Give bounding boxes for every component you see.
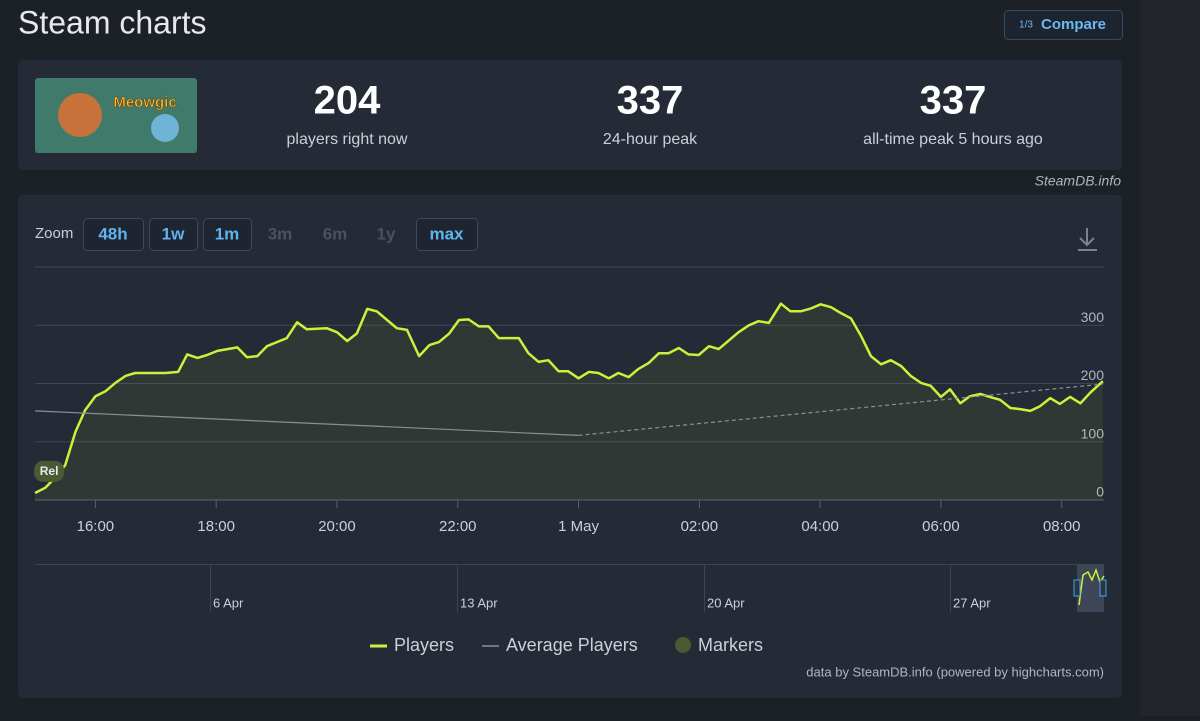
marker	[34, 460, 65, 482]
y-tick-label: 100	[1081, 425, 1105, 441]
marker-label: Rel	[40, 464, 59, 478]
y-tick-label: 200	[1081, 367, 1105, 383]
side-strip	[1140, 0, 1200, 716]
download-glyph[interactable]	[1078, 228, 1097, 251]
legend-label[interactable]: Markers	[698, 635, 763, 655]
x-tick-label: 18:00	[197, 518, 235, 535]
navigator-label: 13 Apr	[460, 595, 498, 610]
navigator-handle[interactable]	[1073, 579, 1081, 597]
zoom-buttons: 48h 1w 1m 3m 6m 1y max	[83, 218, 478, 251]
zoom-button-label[interactable]: 48h	[98, 224, 127, 243]
legend-label[interactable]: Average Players	[506, 635, 638, 655]
stat-value: 204	[314, 79, 381, 123]
compare-label[interactable]: Compare	[1041, 16, 1106, 33]
game-image-island	[151, 114, 179, 142]
x-tick-label: 20:00	[318, 518, 356, 535]
chart-panel	[18, 195, 1122, 698]
zoom-button-label: 6m	[323, 224, 348, 243]
navigator: 6 Apr 13 Apr 20 Apr 27 Apr	[35, 564, 1107, 612]
navigator-label: 6 Apr	[213, 595, 244, 610]
zoom-button-label: 1y	[377, 224, 396, 243]
stat-value: 337	[617, 79, 684, 123]
game-image: Meowgic	[35, 78, 197, 153]
game-image-text: Meowgic	[113, 94, 176, 111]
zoom-button[interactable]	[203, 218, 252, 251]
average-line	[34, 410, 579, 436]
zoom-button[interactable]	[83, 218, 144, 251]
stat-label: 24-hour peak	[603, 131, 698, 148]
x-tick-label: 22:00	[439, 518, 477, 535]
navigator-labels: 6 Apr 13 Apr 20 Apr 27 Apr	[210, 565, 991, 612]
stat-label: players right now	[287, 131, 408, 148]
zoom-button-label[interactable]: 1m	[215, 224, 240, 243]
x-tick-label: 08:00	[1043, 518, 1081, 535]
chart: 0 100 200 300 16:00 18:00 20:00 22:00 1 May 02:00…	[34, 266, 1105, 535]
zoom-button[interactable]	[416, 218, 478, 251]
x-tick-label: 1 May	[558, 518, 599, 535]
zoom-label: Zoom	[35, 225, 73, 242]
stat-label: all-time peak 5 hours ago	[863, 131, 1043, 148]
zoom-button-label: 3m	[268, 224, 293, 243]
download-icon[interactable]	[1078, 228, 1097, 251]
legend-symbol[interactable]	[675, 637, 691, 653]
legend-label[interactable]: Players	[394, 635, 454, 655]
players-line	[34, 302, 1104, 495]
footer: data by SteamDB.info (powered by highcha…	[806, 664, 1104, 679]
x-tick-label: 02:00	[681, 518, 719, 535]
stats-panel	[18, 60, 1122, 170]
zoom-button-label[interactable]: 1w	[162, 224, 185, 243]
compare-icon[interactable]: 1/3	[1019, 20, 1033, 31]
navigator-label: 27 Apr	[953, 595, 991, 610]
stat-value: 337	[920, 79, 987, 123]
credit: SteamDB.info	[1035, 173, 1122, 189]
game-image-cat	[58, 93, 102, 137]
compare-box[interactable]	[1004, 10, 1123, 40]
x-tick-label: 06:00	[922, 518, 960, 535]
zoom-button[interactable]	[149, 218, 198, 251]
legend: Players Average Players Markers	[370, 635, 763, 655]
page-title: Steam charts	[18, 4, 207, 40]
compare-button[interactable]: 1/3 Compare	[1004, 10, 1123, 40]
players-area	[35, 303, 1103, 500]
x-tick-label: 04:00	[801, 518, 839, 535]
average-line	[578, 383, 1103, 436]
x-tick-label: 16:00	[77, 518, 115, 535]
navigator-label: 20 Apr	[707, 595, 745, 610]
navigator-handle[interactable]	[1099, 579, 1107, 597]
y-tick-label: 0	[1096, 484, 1104, 500]
y-tick-label: 300	[1081, 309, 1105, 325]
zoom-button-label[interactable]: max	[429, 224, 464, 243]
stats: 204 players right now 337 24-hour peak 337 al…	[287, 79, 1043, 149]
